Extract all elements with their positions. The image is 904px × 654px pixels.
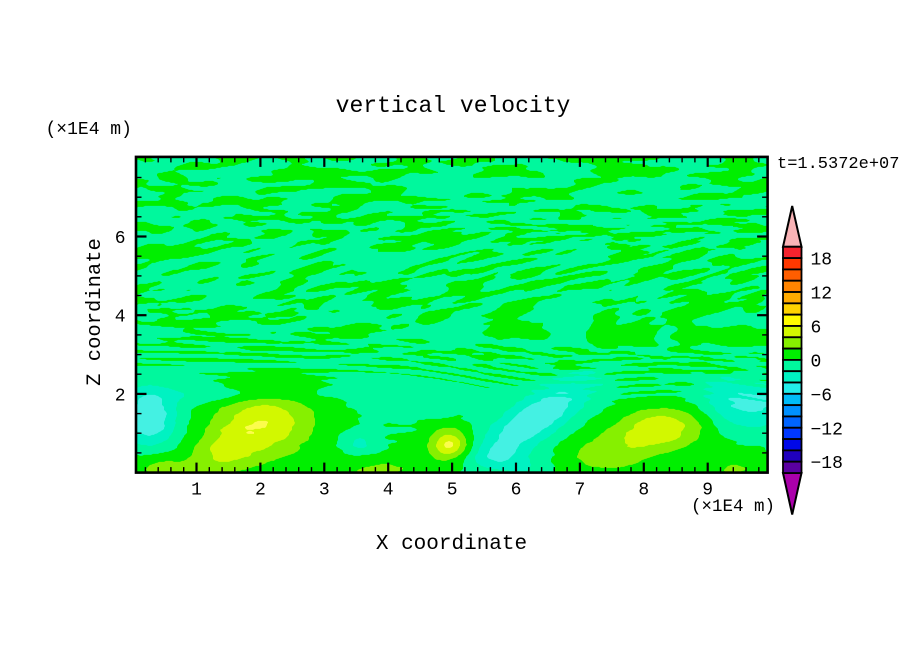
svg-text:X coordinate: X coordinate <box>376 533 527 556</box>
svg-text:(×1E4 m): (×1E4 m) <box>46 120 132 140</box>
svg-text:12: 12 <box>811 285 833 305</box>
svg-text:−18: −18 <box>811 454 843 474</box>
svg-text:5: 5 <box>447 481 458 501</box>
svg-text:Z coordinate: Z coordinate <box>84 238 107 386</box>
svg-text:8: 8 <box>638 481 649 501</box>
svg-text:4: 4 <box>115 308 126 328</box>
svg-text:9: 9 <box>702 481 713 501</box>
svg-text:t=1.5372e+07: t=1.5372e+07 <box>777 155 899 174</box>
svg-text:2: 2 <box>255 481 266 501</box>
svg-text:(×1E4 m): (×1E4 m) <box>691 497 775 517</box>
svg-text:6: 6 <box>115 229 126 249</box>
svg-text:6: 6 <box>511 481 522 501</box>
svg-text:6: 6 <box>811 319 822 339</box>
svg-text:−12: −12 <box>811 420 843 440</box>
svg-text:2: 2 <box>115 386 126 406</box>
svg-text:0: 0 <box>811 352 822 372</box>
svg-text:−6: −6 <box>811 386 833 406</box>
svg-text:4: 4 <box>383 481 394 501</box>
svg-text:3: 3 <box>319 481 330 501</box>
svg-text:1: 1 <box>191 481 202 501</box>
svg-text:vertical velocity: vertical velocity <box>336 93 571 119</box>
svg-text:18: 18 <box>811 251 833 271</box>
svg-text:7: 7 <box>574 481 585 501</box>
